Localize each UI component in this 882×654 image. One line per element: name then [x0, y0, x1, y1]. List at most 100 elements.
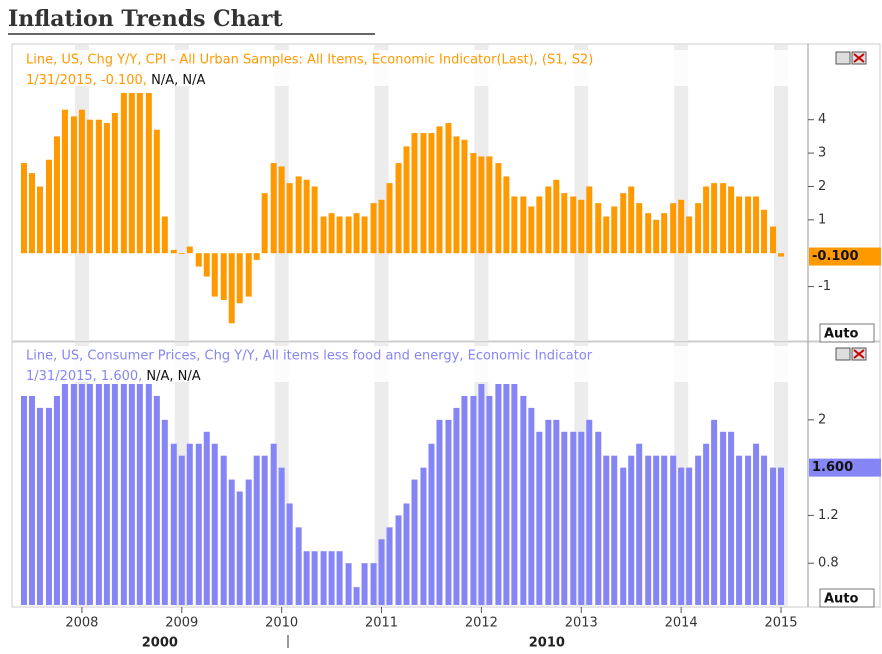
bar	[353, 587, 360, 605]
bar	[545, 419, 552, 605]
year-band	[774, 45, 789, 341]
bar	[628, 186, 635, 254]
bar	[703, 443, 710, 605]
bar	[170, 249, 177, 254]
bar	[20, 395, 27, 605]
bar	[470, 395, 477, 605]
legend: Line, US, Chg Y/Y, CPI - All Urban Sampl…	[15, 50, 807, 88]
bar	[461, 395, 468, 605]
year-band	[174, 45, 189, 341]
bar	[411, 133, 418, 254]
bar	[186, 246, 193, 254]
bar	[61, 384, 68, 605]
bar	[236, 491, 243, 605]
bar	[561, 193, 568, 254]
legend-na: N/A, N/A	[146, 369, 200, 384]
bar	[428, 133, 435, 254]
bar	[228, 253, 235, 324]
bar	[395, 515, 402, 605]
bar	[636, 443, 643, 605]
bar	[503, 176, 510, 254]
bar	[670, 203, 677, 254]
bar	[778, 467, 785, 605]
bar	[178, 253, 185, 255]
bar	[736, 455, 743, 605]
panel-frame	[11, 43, 881, 342]
bar	[320, 551, 327, 605]
bar	[661, 213, 668, 254]
x-tick-label: 2011	[365, 616, 398, 631]
bar	[420, 133, 427, 254]
bars	[20, 93, 785, 324]
panel-icons[interactable]	[835, 51, 867, 361]
restore-icon[interactable]	[835, 347, 851, 361]
bar	[203, 253, 210, 277]
bar	[145, 384, 152, 605]
y-tick-label: 1.2	[818, 508, 839, 523]
legend-bg	[15, 50, 807, 86]
auto-label: Auto	[824, 592, 859, 607]
last-value-label: 1.600	[812, 460, 853, 475]
bar	[220, 253, 227, 300]
bar	[445, 419, 452, 605]
bar	[586, 419, 593, 605]
bar	[495, 384, 502, 605]
bar	[545, 186, 552, 254]
bar	[161, 216, 168, 254]
y-tick-label: -1	[818, 279, 831, 294]
auto-button[interactable]	[819, 323, 875, 343]
bar	[386, 183, 393, 254]
bar	[311, 551, 318, 605]
x-tick-label: 2013	[565, 616, 598, 631]
bar	[478, 156, 485, 254]
bar	[103, 384, 110, 605]
bar	[203, 431, 210, 605]
bar	[428, 443, 435, 605]
bar	[686, 216, 693, 254]
last-value-box	[809, 247, 881, 266]
bar	[611, 455, 618, 605]
bar	[278, 467, 285, 605]
auto-button[interactable]	[819, 588, 875, 608]
bar	[128, 384, 135, 605]
last-value-box	[809, 458, 881, 477]
bar	[436, 126, 443, 254]
bar	[336, 216, 343, 254]
legend-name: Line, US, Consumer Prices, Chg Y/Y, All …	[26, 349, 593, 364]
bar	[120, 384, 127, 605]
bar	[178, 455, 185, 605]
restore-icon[interactable]	[835, 51, 851, 65]
bar	[711, 419, 718, 605]
bar	[411, 479, 418, 605]
bar	[195, 253, 202, 267]
bar	[253, 253, 260, 260]
bar	[361, 216, 368, 254]
bar	[20, 163, 27, 254]
bar	[61, 109, 68, 254]
bar	[303, 179, 310, 254]
bar	[403, 503, 410, 605]
bar	[320, 216, 327, 254]
bar	[461, 139, 468, 254]
bar	[678, 467, 685, 605]
bar	[370, 563, 377, 605]
x-tick-label: 2010	[265, 616, 298, 631]
bar	[761, 209, 768, 254]
bar	[761, 455, 768, 605]
bar	[111, 113, 118, 254]
y-tick-label: 4	[818, 112, 826, 127]
bar	[245, 253, 252, 297]
bar	[53, 136, 60, 254]
bar	[636, 203, 643, 254]
bar	[86, 119, 93, 254]
legend-bg	[15, 346, 807, 382]
legend-date-value: 1/31/2015, 1.600,	[26, 369, 146, 384]
bar	[503, 384, 510, 605]
bar	[345, 563, 352, 605]
bar	[120, 93, 127, 254]
bar	[736, 196, 743, 254]
legend-name: Line, US, Chg Y/Y, CPI - All Urban Sampl…	[26, 53, 593, 68]
bar	[386, 527, 393, 605]
bar	[370, 203, 377, 254]
